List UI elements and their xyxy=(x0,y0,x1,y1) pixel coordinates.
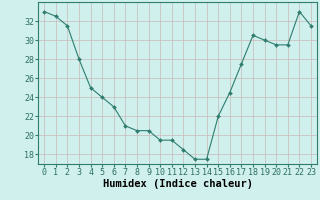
X-axis label: Humidex (Indice chaleur): Humidex (Indice chaleur) xyxy=(103,179,252,189)
